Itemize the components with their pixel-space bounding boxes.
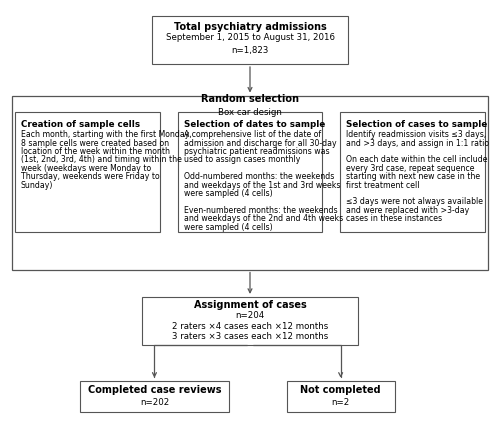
Text: psychiatric patient readmissions was: psychiatric patient readmissions was (184, 147, 329, 156)
Text: first treatment cell: first treatment cell (346, 181, 420, 190)
Text: week (weekdays were Monday to: week (weekdays were Monday to (21, 164, 151, 173)
Text: Assignment of cases: Assignment of cases (194, 300, 306, 310)
Bar (12, 95, 488, 270)
Text: Box car design: Box car design (218, 107, 282, 116)
Text: were sampled (4 cells): were sampled (4 cells) (184, 189, 272, 198)
Text: Even-numbered months: the weekends: Even-numbered months: the weekends (184, 206, 337, 215)
Text: n=2: n=2 (332, 398, 350, 407)
Text: ≤3 days were not always available: ≤3 days were not always available (346, 197, 484, 206)
Text: cases in these instances: cases in these instances (346, 214, 442, 223)
Text: starting with next new case in the: starting with next new case in the (346, 172, 480, 181)
Text: and >3 days, and assign in 1:1 ratio: and >3 days, and assign in 1:1 ratio (346, 139, 490, 148)
Text: Odd-numbered months: the weekends: Odd-numbered months: the weekends (184, 172, 334, 181)
Text: and weekdays of the 1st and 3rd weeks: and weekdays of the 1st and 3rd weeks (184, 181, 340, 190)
Text: n=1,823: n=1,823 (232, 46, 268, 55)
Text: n=202: n=202 (140, 398, 169, 407)
Text: location of the week within the month: location of the week within the month (21, 147, 170, 156)
Bar (178, 112, 322, 232)
Text: Thursday, weekends were Friday to: Thursday, weekends were Friday to (21, 172, 160, 181)
Text: 3 raters ×3 cases each ×12 months: 3 raters ×3 cases each ×12 months (172, 333, 328, 342)
Text: every 3rd case, repeat sequence: every 3rd case, repeat sequence (346, 164, 475, 173)
Text: Selection of cases to sample: Selection of cases to sample (346, 120, 488, 129)
Text: Each month, starting with the first Monday,: Each month, starting with the first Mond… (21, 130, 192, 140)
Text: used to assign cases monthly: used to assign cases monthly (184, 155, 300, 164)
Text: 8 sample cells were created based on: 8 sample cells were created based on (21, 139, 169, 148)
Bar (15, 112, 160, 232)
Text: Not completed: Not completed (300, 385, 381, 395)
Text: admission and discharge for all 30-day: admission and discharge for all 30-day (184, 139, 336, 148)
Text: 2 raters ×4 cases each ×12 months: 2 raters ×4 cases each ×12 months (172, 322, 328, 331)
Bar (340, 112, 485, 232)
Text: Selection of dates to sample: Selection of dates to sample (184, 120, 325, 129)
Text: Random selection: Random selection (201, 95, 299, 104)
Text: n=204: n=204 (236, 311, 264, 320)
Text: September 1, 2015 to August 31, 2016: September 1, 2015 to August 31, 2016 (166, 33, 334, 42)
Text: Total psychiatry admissions: Total psychiatry admissions (174, 21, 326, 32)
Text: A comprehensive list of the date of: A comprehensive list of the date of (184, 130, 320, 140)
Text: Creation of sample cells: Creation of sample cells (21, 120, 140, 129)
Text: and weekdays of the 2nd and 4th weeks: and weekdays of the 2nd and 4th weeks (184, 214, 343, 223)
Bar (142, 297, 358, 345)
Text: Completed case reviews: Completed case reviews (88, 385, 221, 395)
Text: (1st, 2nd, 3rd, 4th) and timing within the: (1st, 2nd, 3rd, 4th) and timing within t… (21, 155, 182, 164)
Text: On each date within the cell include: On each date within the cell include (346, 155, 488, 164)
Text: Sunday): Sunday) (21, 181, 54, 190)
Text: were sampled (4 cells): were sampled (4 cells) (184, 223, 272, 232)
Text: Identify readmission visits ≤3 days,: Identify readmission visits ≤3 days, (346, 130, 486, 140)
Bar (287, 381, 395, 412)
Bar (80, 381, 229, 412)
Text: and were replaced with >3-day: and were replaced with >3-day (346, 206, 470, 215)
Bar (152, 16, 348, 64)
